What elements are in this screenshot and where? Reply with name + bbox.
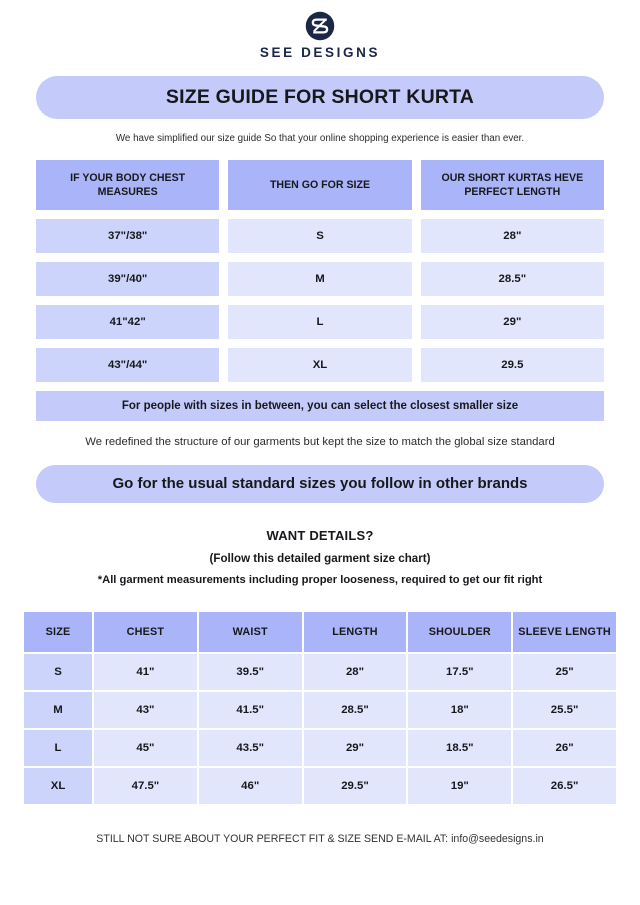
detail-cell-waist: 46" (198, 767, 302, 804)
page-title: SIZE GUIDE FOR SHORT KURTA (36, 75, 604, 119)
brand-name: SEE DESIGNS (259, 45, 381, 60)
detail-cell-size: M (24, 691, 92, 728)
detail-cell-size: S (24, 653, 92, 690)
detail-cell-length: 29" (303, 729, 407, 766)
table-row: L 45" 43.5" 29" 18.5" 26" (24, 729, 616, 766)
detail-cell-waist: 39.5" (198, 653, 302, 690)
want-details-note: *All garment measurements including prop… (97, 573, 543, 586)
detail-column-header-size: SIZE (24, 611, 92, 652)
detail-cell-chest: 45" (94, 729, 197, 766)
cell-chest-measures: 37"/38" (36, 219, 220, 254)
detail-cell-waist: 41.5" (198, 691, 302, 728)
cell-size: XL (228, 348, 412, 383)
detail-cell-sleeve-length: 26.5" (513, 767, 616, 804)
detail-cell-sleeve-length: 25.5" (513, 691, 616, 728)
detail-column-header-sleeve-length: SLEEVE LENGTH (513, 611, 616, 652)
detail-cell-size: XL (24, 767, 92, 804)
cell-length: 28.5" (420, 262, 604, 297)
detail-cell-chest: 41" (94, 653, 197, 690)
cell-chest-measures: 41"42" (36, 305, 220, 340)
cell-size: M (228, 262, 412, 297)
note-in-between-sizes: For people with sizes in between, you ca… (36, 391, 604, 422)
detail-column-header-chest: CHEST (94, 611, 197, 652)
column-header-chest-measures: IF YOUR BODY CHEST MEASURES (36, 160, 220, 211)
table-row: 37"/38" S 28" (36, 219, 604, 254)
cell-chest-measures: 43"/44" (36, 348, 220, 383)
column-header-perfect-length: OUR SHORT KURTAS HEVE PERFECT LENGTH (420, 160, 604, 211)
footer-contact: STILL NOT SURE ABOUT YOUR PERFECT FIT & … (96, 832, 544, 845)
brand-header: SEE DESIGNS (36, 0, 604, 60)
detail-cell-shoulder: 19" (408, 767, 512, 804)
detail-cell-chest: 47.5" (94, 767, 197, 804)
detail-column-header-shoulder: SHOULDER (408, 611, 512, 652)
table-header-row: IF YOUR BODY CHEST MEASURES THEN GO FOR … (36, 160, 604, 211)
detail-cell-chest: 43" (94, 691, 197, 728)
note-standard-sizes: Go for the usual standard sizes you foll… (36, 464, 604, 503)
detail-cell-sleeve-length: 26" (513, 729, 616, 766)
want-details-heading: WANT DETAILS? (266, 527, 374, 543)
cell-length: 29" (420, 305, 604, 340)
detail-cell-shoulder: 18" (408, 691, 512, 728)
table-row: 39"/40" M 28.5" (36, 262, 604, 297)
detail-cell-size: L (24, 729, 92, 766)
detail-cell-shoulder: 18.5" (408, 729, 512, 766)
detail-cell-sleeve-length: 25" (513, 653, 616, 690)
detail-header-row: SIZE CHEST WAIST LENGTH SHOULDER SLEEVE … (24, 611, 616, 652)
detail-column-header-length: LENGTH (303, 611, 407, 652)
column-header-go-for-size: THEN GO FOR SIZE (228, 160, 412, 211)
detail-cell-length: 28" (303, 653, 407, 690)
table-row: XL 47.5" 46" 29.5" 19" 26.5" (24, 767, 616, 804)
note-redefined-structure: We redefined the structure of our garmen… (85, 436, 555, 449)
detail-column-header-waist: WAIST (198, 611, 302, 652)
detail-cell-shoulder: 17.5" (408, 653, 512, 690)
detail-cell-length: 29.5" (303, 767, 407, 804)
detail-cell-length: 28.5" (303, 691, 407, 728)
see-designs-circle-logo-icon (305, 11, 335, 41)
table-row: 43"/44" XL 29.5 (36, 348, 604, 383)
want-details-block: WANT DETAILS? (Follow this detailed garm… (36, 528, 604, 586)
detailed-garment-size-chart: SIZE CHEST WAIST LENGTH SHOULDER SLEEVE … (22, 610, 618, 806)
want-details-subheading: (Follow this detailed garment size chart… (209, 551, 431, 565)
cell-length: 28" (420, 219, 604, 254)
cell-length: 29.5 (420, 348, 604, 383)
detail-cell-waist: 43.5" (198, 729, 302, 766)
cell-chest-measures: 39"/40" (36, 262, 220, 297)
table-row: M 43" 41.5" 28.5" 18" 25.5" (24, 691, 616, 728)
table-row: S 41" 39.5" 28" 17.5" 25" (24, 653, 616, 690)
cell-size: L (228, 305, 412, 340)
cell-size: S (228, 219, 412, 254)
size-guide-table: IF YOUR BODY CHEST MEASURES THEN GO FOR … (36, 160, 604, 383)
table-row: 41"42" L 29" (36, 305, 604, 340)
page-subtitle: We have simplified our size guide So tha… (115, 132, 525, 144)
